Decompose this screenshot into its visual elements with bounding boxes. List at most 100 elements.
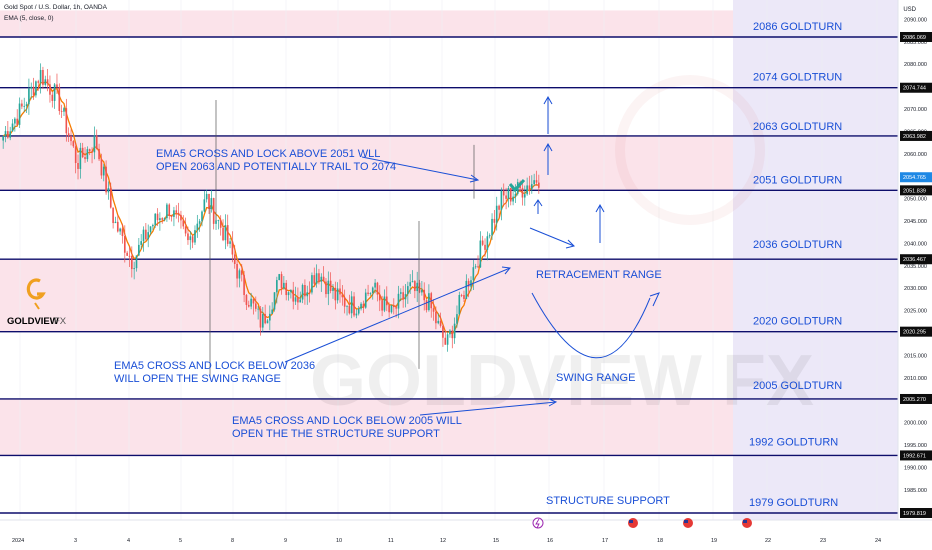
candle-body [2,136,4,141]
candle-body [409,282,411,287]
candle-body [283,282,285,289]
candle-body [21,103,23,107]
candle-body [205,193,208,200]
candle-body [100,159,103,176]
candle-body [502,190,505,196]
candle-body [166,204,168,219]
candle-body [493,218,496,223]
candle-body [414,281,416,292]
candle-body [131,255,133,270]
candle-body [243,274,245,296]
level-price-tag [900,326,932,337]
candle-body [65,108,68,134]
candle-body [219,219,222,228]
level-price-tag-text: 1992.671 [903,453,926,459]
time-tick-label: 9 [284,538,287,544]
candle-body [297,297,299,303]
candle-body [334,287,337,301]
candle-body [142,229,145,242]
candle-body [116,221,119,232]
candle-body [58,87,61,111]
candle-body [135,255,138,269]
price-tick-label: 2060.000 [904,152,927,158]
lightning-event-icon [532,517,544,529]
candle-body [287,292,290,296]
candle-body [407,286,409,295]
candle-body [453,323,456,339]
candle-body [44,79,47,85]
level-label: 2074 GOLDTRUN [753,72,842,84]
candle-body [37,81,40,83]
candle-body [252,298,255,304]
candle-body [385,296,388,306]
candle-body [486,236,489,250]
candle-body [313,275,316,284]
candle-body [119,228,121,232]
candle-body [348,305,351,314]
event-icons[interactable] [532,517,752,529]
candle-body [259,308,262,328]
price-tick-label: 2010.000 [904,376,927,382]
candle-body [194,230,196,243]
candle-body [105,166,107,193]
candle-body [7,131,9,138]
candle-body [81,147,84,158]
candle-body [86,149,89,160]
time-tick-label: 5 [179,538,182,544]
logo-mark-icon [26,278,46,300]
candle-body [374,282,376,288]
candle-body [294,297,297,302]
candle-body [538,182,540,188]
candle-body [304,285,306,297]
instrument-title: Gold Spot / U.S. Dollar, 1h, OANDA [4,4,107,11]
candle-body [189,236,192,241]
candle-body [156,213,159,221]
candle-body [423,289,426,301]
candle-body [53,84,56,101]
candle-body [11,123,14,132]
candle-body [84,157,86,160]
candle-body [367,292,369,294]
candle-body [523,194,526,198]
candle-body [381,300,383,311]
level-price-tag [900,32,932,42]
candle-body [98,148,100,160]
arrow-head [543,95,553,105]
candle-body [444,337,447,345]
level-label: 2005 GOLDTURN [753,380,842,392]
logo-text: GOLDVIEW [7,316,59,327]
level-price-tag-text: 2063.982 [903,134,926,140]
candle-body [346,305,348,307]
candle-body [9,131,12,138]
candle-body [145,229,147,240]
candle-body [159,218,161,221]
arrow-down-right [529,227,575,247]
candle-body [472,267,475,281]
candle-body [212,198,215,224]
candle-body [32,86,35,96]
level-price-tag-text: 2020.295 [903,330,926,336]
candle-body [49,84,51,95]
candle-body [28,88,30,105]
candle-body [203,199,206,212]
candle-body [229,241,231,244]
candle-body [128,255,131,257]
currency-label: USD [903,7,916,13]
level-price-tag-text: 2086.069 [903,35,926,41]
level-label: 2051 GOLDTURN [753,174,842,186]
candle-body [222,227,224,241]
candle-body [177,212,180,215]
candle-body [278,274,281,281]
time-axis[interactable]: 2024 3 4 5 8 9 10 11 12 15 16 17 18 19 22 23 24 [12,538,881,544]
candle-body [526,185,528,195]
price-tick-label: 2025.000 [904,309,927,315]
candle-body [437,320,440,324]
candle-body [140,241,142,245]
arrow-head [501,266,511,275]
level-label: 2063 GOLDTURN [753,121,842,133]
candle-body [261,314,264,328]
level-price-tag-text: 1979.819 [903,511,926,517]
candle-body [231,241,234,255]
candle-body [507,188,510,199]
